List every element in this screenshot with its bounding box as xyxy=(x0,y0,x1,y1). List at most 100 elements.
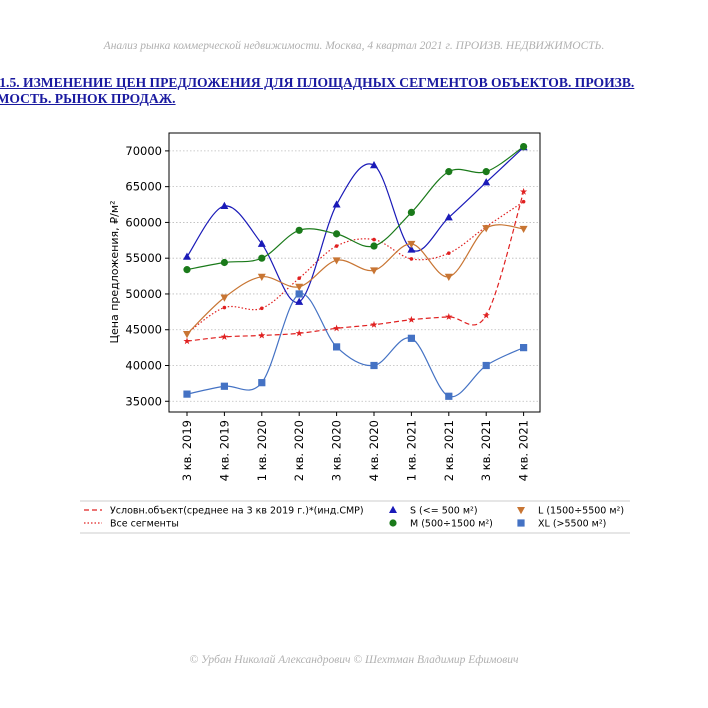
data-point xyxy=(482,311,490,319)
data-point xyxy=(444,213,453,221)
legend-label: L (1500÷5500 м²) xyxy=(538,506,624,517)
data-point xyxy=(519,187,528,195)
page-header: Анализ рынка коммерческой недвижимости. … xyxy=(103,40,605,52)
data-point xyxy=(482,178,491,186)
data-point xyxy=(407,245,416,253)
y-tick-label: 70000 xyxy=(125,144,162,158)
data-point xyxy=(183,331,191,339)
legend-label: Все сегменты xyxy=(110,519,179,530)
y-tick-label: 55000 xyxy=(125,251,162,265)
data-point xyxy=(519,225,528,234)
data-point xyxy=(222,305,227,310)
series-line xyxy=(186,146,524,271)
x-tick-label: 1 кв. 2020 xyxy=(255,420,269,481)
data-point xyxy=(183,337,191,345)
data-point xyxy=(295,329,303,337)
data-point xyxy=(220,333,229,340)
data-point xyxy=(333,230,341,238)
legend-swatch xyxy=(517,519,525,527)
data-point xyxy=(482,225,491,233)
x-tick-label: 3 кв. 2020 xyxy=(330,420,344,481)
data-point xyxy=(258,379,266,387)
y-tick-label: 65000 xyxy=(125,180,162,194)
data-point xyxy=(520,142,528,151)
series-line xyxy=(186,191,525,342)
y-tick-label: 40000 xyxy=(125,359,162,373)
data-point xyxy=(220,201,229,209)
x-tick-label: 4 кв. 2021 xyxy=(517,420,531,481)
data-point xyxy=(445,313,453,320)
data-point xyxy=(407,334,415,342)
series-markers xyxy=(183,142,528,400)
data-point xyxy=(295,283,304,292)
legend-label: XL (>5500 м²) xyxy=(538,519,606,530)
y-tick-label: 35000 xyxy=(125,394,162,408)
series-line xyxy=(186,201,524,334)
data-point xyxy=(258,331,266,339)
data-point xyxy=(295,297,304,305)
x-axis: 3 кв. 2019 4 кв. 2019 1 кв. 2020 2 кв. 2020… xyxy=(180,412,531,481)
series-line xyxy=(186,224,524,335)
data-point xyxy=(407,208,415,217)
data-point xyxy=(332,324,341,332)
legend-label: Условн.объект(среднее на 3 кв 2019 г.)*(… xyxy=(110,506,364,517)
figure-title: К 1.5. ИЗМЕНЕНИЕ ЦЕН ПРЕДЛОЖЕНИЯ ДЛЯ ПЛО… xyxy=(0,75,708,107)
data-point xyxy=(407,240,416,249)
data-point xyxy=(370,160,378,169)
legend-label: M (500÷1500 м²) xyxy=(410,519,493,530)
x-tick-label: 2 кв. 2021 xyxy=(442,420,456,481)
y-tick-label: 50000 xyxy=(125,287,162,301)
y-tick-label: 45000 xyxy=(125,323,162,337)
figure-title-line-1: К 1.5. ИЗМЕНЕНИЕ ЦЕН ПРЕДЛОЖЕНИЯ ДЛЯ ПЛО… xyxy=(0,75,635,90)
data-point xyxy=(520,344,528,352)
data-point xyxy=(482,361,490,370)
data-point xyxy=(407,315,416,323)
data-point xyxy=(444,273,453,281)
data-point xyxy=(332,200,341,208)
data-point xyxy=(257,273,266,281)
x-tick-label: 2 кв. 2020 xyxy=(292,420,306,481)
x-tick-label: 3 кв. 2019 xyxy=(180,420,194,481)
data-point xyxy=(183,266,191,274)
data-point xyxy=(333,343,341,351)
y-axis-label: Цена предложения, ₽/м² xyxy=(108,200,121,343)
data-point xyxy=(295,226,303,234)
data-point xyxy=(447,251,451,255)
data-point xyxy=(295,290,303,298)
data-point xyxy=(260,306,264,311)
data-point xyxy=(521,199,526,204)
legend-swatch xyxy=(389,519,397,527)
plot-frame xyxy=(168,132,541,413)
data-point xyxy=(372,237,376,242)
figure-title-line-2: ИМОСТЬ. РЫНОК ПРОДАЖ. xyxy=(0,91,176,106)
legend-swatch xyxy=(389,505,397,513)
data-point xyxy=(220,258,228,267)
y-tick-label: 60000 xyxy=(125,215,162,229)
data-point xyxy=(183,390,191,398)
data-point xyxy=(297,276,302,281)
series-line xyxy=(186,146,525,303)
data-point xyxy=(370,267,378,275)
series-line xyxy=(186,293,524,398)
data-point xyxy=(445,168,453,176)
data-point xyxy=(258,254,266,262)
grid-lines xyxy=(169,150,540,402)
data-point xyxy=(370,320,378,328)
page-footer: © Урбан Николай Александрович © Шехтман … xyxy=(189,654,519,666)
x-tick-label: 4 кв. 2019 xyxy=(217,420,231,481)
series-lines xyxy=(186,146,525,398)
y-axis: 35000 40000 45000 50000 55000 60000 65000 70000 xyxy=(125,144,169,408)
data-point xyxy=(370,242,378,250)
legend-swatch xyxy=(517,507,525,515)
data-point xyxy=(332,257,341,265)
data-point xyxy=(334,244,339,248)
x-tick-label: 1 кв. 2021 xyxy=(404,420,418,481)
x-tick-label: 3 кв. 2021 xyxy=(479,420,493,481)
data-point xyxy=(257,239,266,247)
data-point xyxy=(445,392,453,400)
data-point xyxy=(183,252,191,260)
legend-label: S (<= 500 м²) xyxy=(410,506,478,517)
data-point xyxy=(409,257,414,261)
x-tick-label: 4 кв. 2020 xyxy=(367,420,381,481)
